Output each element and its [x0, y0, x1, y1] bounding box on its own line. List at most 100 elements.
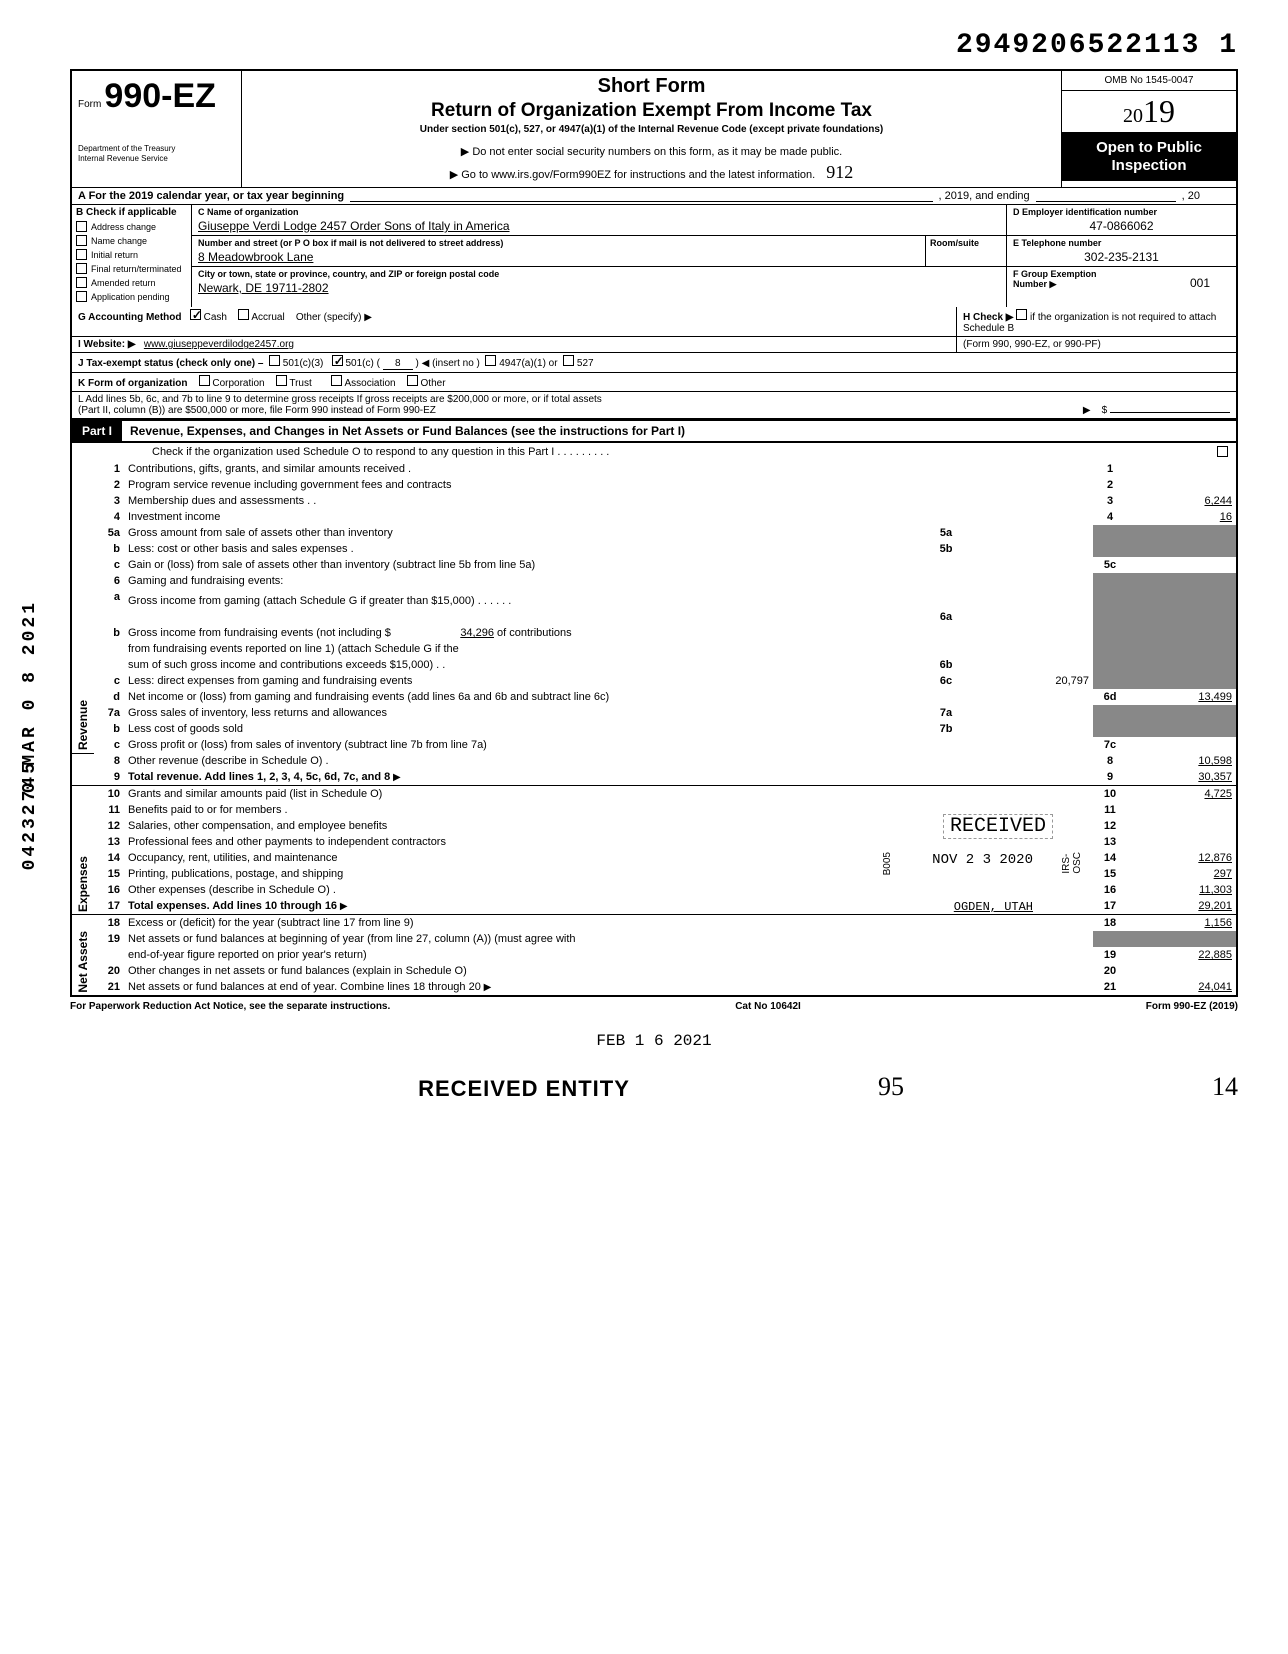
cb-assoc[interactable] — [331, 375, 342, 386]
org-city: Newark, DE 19711-2802 — [198, 281, 1000, 295]
footer-paperwork: For Paperwork Reduction Act Notice, see … — [70, 1001, 390, 1012]
bf-block: B Check if applicable Address change Nam… — [70, 205, 1238, 307]
return-subtitle: Under section 501(c), 527, or 4947(a)(1)… — [250, 124, 1053, 135]
cb-application-pending[interactable] — [76, 291, 87, 302]
cb-final-return[interactable] — [76, 263, 87, 274]
hand-initial: 912 — [826, 162, 853, 182]
v12 — [1127, 818, 1237, 834]
v19: 22,885 — [1127, 947, 1237, 963]
l6c-desc: Less: direct expenses from gaming and fu… — [124, 673, 929, 689]
e-phone: 302-235-2131 — [1013, 250, 1230, 264]
v9: 30,357 — [1127, 769, 1237, 786]
l14-desc: Occupancy, rent, utilities, and maintena… — [128, 852, 338, 864]
footer-cat: Cat No 10642I — [735, 1001, 801, 1012]
stamps-area: FEB 1 6 2021 RECEIVED ENTITY 95 14 — [70, 1032, 1238, 1102]
l12-desc: Salaries, other compensation, and employ… — [128, 820, 387, 832]
v18: 1,156 — [1127, 915, 1237, 932]
omb-number: OMB No 1545-0047 — [1062, 71, 1236, 91]
cb-cash[interactable] — [190, 309, 201, 320]
stamp-ogden: OGDEN, UTAH — [954, 900, 1033, 914]
cb-h[interactable] — [1016, 309, 1027, 320]
l5b-desc: Less: cost or other basis and sales expe… — [124, 541, 929, 557]
v2 — [1127, 477, 1237, 493]
side-netassets: Net Assets — [76, 931, 90, 993]
open-public-2: Inspection — [1064, 157, 1234, 175]
l6-desc: Gaming and fundraising events: — [124, 573, 1093, 589]
cb-501c3[interactable] — [269, 355, 280, 366]
footer-form: Form 990-EZ (2019) — [1146, 1001, 1238, 1012]
l9-desc: Total revenue. Add lines 1, 2, 3, 4, 5c,… — [128, 771, 390, 783]
cb-527[interactable] — [563, 355, 574, 366]
form-prefix: Form — [78, 99, 101, 110]
501c-num: 8 — [383, 358, 413, 370]
l-line1: L Add lines 5b, 6c, and 7b to line 9 to … — [78, 394, 1230, 405]
d-label: D Employer identification number — [1013, 207, 1230, 217]
row-a: A For the 2019 calendar year, or tax yea… — [70, 187, 1238, 205]
stamp-received-small: RECEIVED — [943, 814, 1053, 839]
f-label: F Group Exemption — [1013, 269, 1170, 279]
lbl-cash: Cash — [204, 312, 227, 323]
lbl-name-change: Name change — [91, 236, 147, 246]
cb-name-change[interactable] — [76, 235, 87, 246]
tracking-number: 2949206522113 1 — [70, 30, 1238, 61]
j-label: J Tax-exempt status (check only one) – — [78, 358, 263, 369]
c-city-label: City or town, state or province, country… — [198, 269, 1000, 279]
cb-accrual[interactable] — [238, 309, 249, 320]
l17-desc: Total expenses. Add lines 10 through 16 — [128, 900, 337, 912]
website: www.giuseppeverdilodge2457.org — [144, 339, 294, 350]
hand-14: 14 — [1212, 1072, 1238, 1102]
l7b-desc: Less cost of goods sold — [124, 721, 929, 737]
dept-irs: Internal Revenue Service — [78, 154, 235, 164]
l16-desc: Other expenses (describe in Schedule O) … — [124, 882, 1093, 898]
room-label: Room/suite — [930, 238, 1002, 248]
lbl-other-method: Other (specify) ▶ — [296, 312, 372, 323]
d-ein: 47-0866062 — [1013, 219, 1230, 233]
cb-address-change[interactable] — [76, 221, 87, 232]
stamp-b005: B005 — [882, 852, 893, 875]
l10-desc: Grants and similar amounts paid (list in… — [124, 786, 1093, 803]
g-label: G Accounting Method — [78, 312, 182, 323]
c-addr-label: Number and street (or P O box if mail is… — [198, 238, 919, 248]
v1 — [1127, 461, 1237, 477]
year-prefix: 20 — [1123, 105, 1143, 127]
l-dollar: $ — [1102, 405, 1108, 416]
h-label: H Check ▶ — [963, 312, 1013, 323]
instr-ssn: ▶ Do not enter social security numbers o… — [250, 145, 1053, 158]
l6b1: Gross income from fundraising events (no… — [128, 627, 391, 639]
cb-schedule-o[interactable] — [1217, 446, 1228, 457]
l-line2: (Part II, column (B)) are $500,000 or mo… — [78, 405, 436, 416]
l21-desc: Net assets or fund balances at end of ye… — [128, 981, 481, 993]
org-name: Giuseppe Verdi Lodge 2457 Order Sons of … — [198, 219, 1000, 233]
side-revenue: Revenue — [76, 700, 90, 750]
l18-desc: Excess or (deficit) for the year (subtra… — [124, 915, 1093, 932]
v17: 29,201 — [1127, 898, 1237, 915]
part1-tab: Part I — [72, 421, 122, 441]
v7c — [1127, 737, 1237, 753]
l19b-desc: end-of-year figure reported on prior yea… — [124, 947, 1093, 963]
cb-other-form[interactable] — [407, 375, 418, 386]
l2-desc: Program service revenue including govern… — [124, 477, 1093, 493]
open-public-1: Open to Public — [1064, 139, 1234, 157]
lbl-amended-return: Amended return — [91, 278, 156, 288]
cb-amended-return[interactable] — [76, 277, 87, 288]
f-group-num: 001 — [1170, 276, 1230, 290]
org-address: 8 Meadowbrook Lane — [198, 250, 919, 264]
lbl-assoc: Association — [344, 378, 395, 389]
cb-initial-return[interactable] — [76, 249, 87, 260]
part1-sub: Check if the organization used Schedule … — [152, 446, 609, 458]
lbl-accrual: Accrual — [251, 312, 284, 323]
cb-trust[interactable] — [276, 375, 287, 386]
v16: 11,303 — [1127, 882, 1237, 898]
cb-corp[interactable] — [199, 375, 210, 386]
v4: 16 — [1127, 509, 1237, 525]
c-name-label: C Name of organization — [198, 207, 1000, 217]
footer-row: For Paperwork Reduction Act Notice, see … — [70, 1001, 1238, 1012]
row-a-end: , 20 — [1182, 190, 1200, 202]
cb-4947[interactable] — [485, 355, 496, 366]
l6d-desc: Net income or (loss) from gaming and fun… — [124, 689, 1093, 705]
cb-501c[interactable] — [332, 355, 343, 366]
l3-desc: Membership dues and assessments . . — [124, 493, 1093, 509]
lbl-527: 527 — [577, 358, 594, 369]
v6d: 13,499 — [1127, 689, 1237, 705]
v5c — [1127, 557, 1237, 573]
